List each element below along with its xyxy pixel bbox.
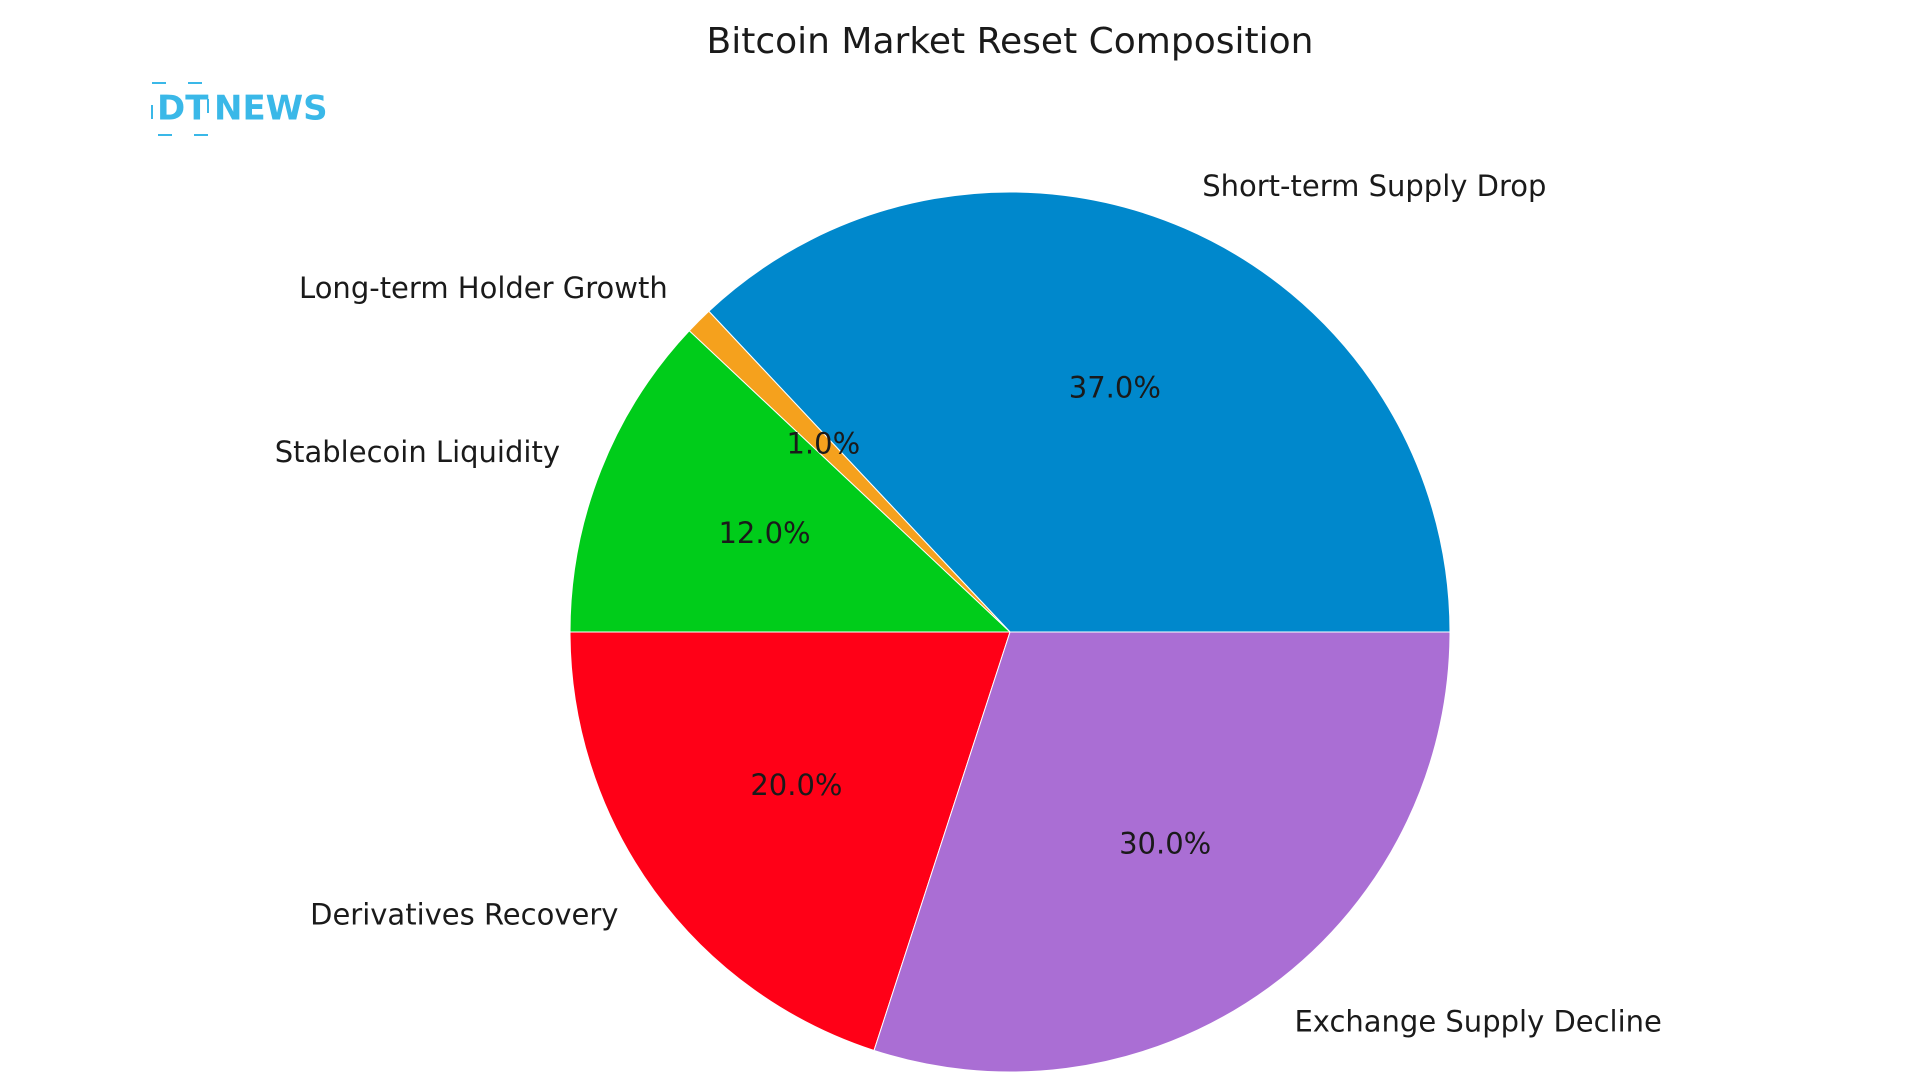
- pie-slice: [569, 330, 1012, 633]
- logo: DT NEWS: [151, 82, 328, 136]
- category-label: Exchange Supply Decline: [1294, 1005, 1661, 1039]
- category-label: Long-term Holder Growth: [299, 271, 668, 305]
- category-label: Derivatives Recovery: [310, 897, 618, 931]
- value-label: 12.0%: [718, 516, 810, 550]
- value-label: 20.0%: [750, 768, 842, 802]
- logo-text: NEWS: [214, 89, 328, 129]
- pie-slice: [708, 191, 1451, 633]
- value-label: 37.0%: [1069, 371, 1161, 405]
- pie-slice: [873, 631, 1451, 1073]
- pie-slice: [569, 631, 1011, 1052]
- logo-mark: DT: [157, 89, 209, 129]
- logo-frame: [151, 82, 209, 136]
- category-label: Short-term Supply Drop: [1202, 169, 1546, 203]
- chart-title: Bitcoin Market Reset Composition: [707, 21, 1314, 62]
- category-label: Stablecoin Liquidity: [275, 435, 560, 469]
- value-label: 1.0%: [786, 426, 860, 460]
- value-label: 30.0%: [1119, 827, 1211, 861]
